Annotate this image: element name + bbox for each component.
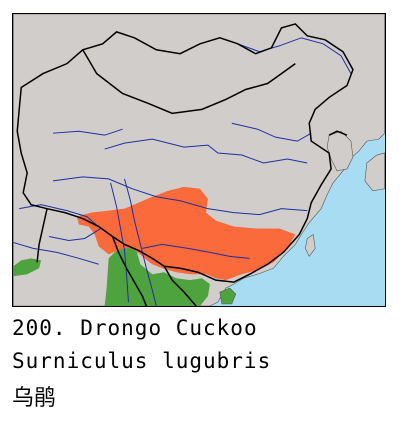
species-number: 200. [12,316,67,340]
brahmaputra-river [19,204,102,241]
ganges-river [13,241,99,265]
borders [16,23,354,306]
river-west-china [52,128,123,136]
laos-vietnam-border [163,265,197,306]
resident-range-west-patch [13,258,42,277]
mongolia-border [82,49,296,115]
salween-river [110,182,129,303]
china-border [16,23,354,283]
scientific-name: Surniculus lugubris [12,349,272,373]
mekong-river [124,178,157,306]
chinese-name: 乌鹃 [12,386,57,411]
range-map-svg [13,14,385,306]
japan-area [364,152,385,192]
common-name: Drongo Cuckoo [80,316,258,340]
river-north-china [231,122,312,142]
myanmar-border [111,236,148,306]
range-map [12,13,386,307]
yellow-river [104,138,308,164]
species-number-and-common-name: 200. Drongo Cuckoo [12,316,258,340]
breeding-range [76,186,296,281]
taiwan-island [304,233,316,257]
yangtze-river [52,176,308,216]
korea-border [328,130,348,136]
india-border [36,208,48,263]
hainan-island [219,287,237,305]
pearl-river [142,243,250,259]
